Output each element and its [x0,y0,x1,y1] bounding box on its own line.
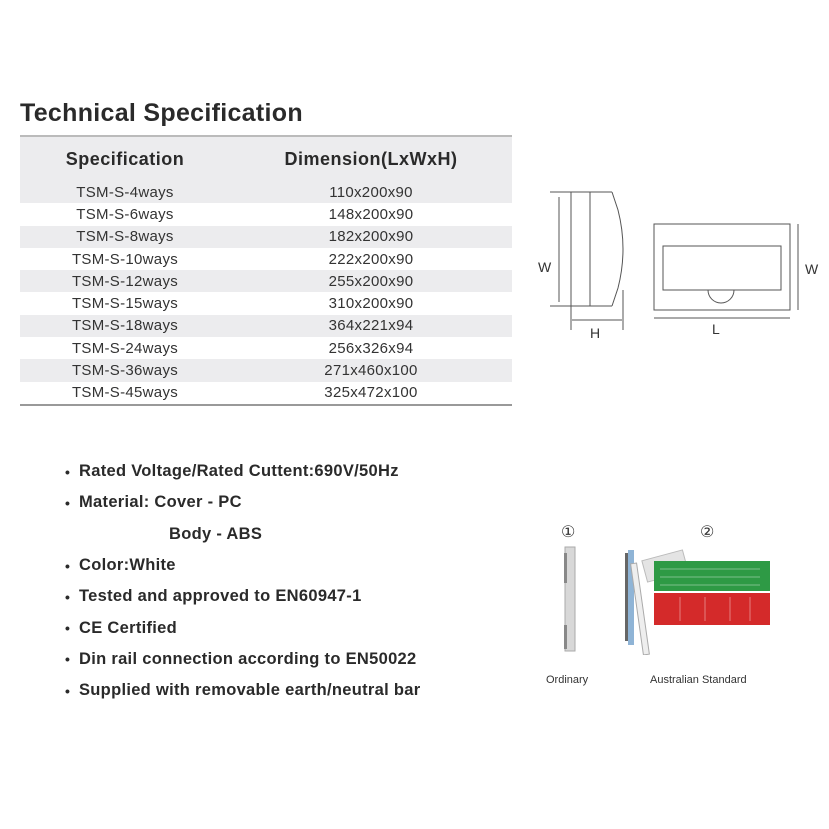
spec-cell: TSM-S-4ways [76,183,174,201]
dimension-cell: 256x326x94 [328,339,414,357]
feature-text: CE Certified [79,618,178,637]
side-h-label: H [590,325,600,340]
table-row: TSM-S-24ways 256x326x94 [20,337,512,359]
dimension-cell: 325x472x100 [324,384,418,402]
option2-number: ② [700,524,715,541]
dimension-cell: 110x200x90 [329,183,413,201]
feature-item: • Material: Cover - PC [65,493,242,512]
feature-item: • Tested and approved to EN60947-1 [65,587,362,606]
option2-caption: Australian Standard [650,674,747,686]
feature-item: • Color:White [65,556,176,575]
side-w-label: W [538,259,552,275]
spec-table: Specification Dimension(LxWxH) TSM-S-4wa… [20,135,512,406]
table-row: TSM-S-8ways 182x200x90 [20,225,512,248]
dimension-cell: 271x460x100 [324,362,418,380]
feature-text: Supplied with removable earth/neutral ba… [79,681,421,700]
spec-cell: TSM-S-24ways [71,339,179,357]
table-row: TSM-S-36ways 271x460x100 [20,359,512,382]
feature-item: Body - ABS [65,519,420,550]
table-row: TSM-S-15ways 310x200x90 [20,292,512,314]
table-row: TSM-S-10ways 222x200x90 [20,248,512,270]
feature-text: Tested and approved to EN60947-1 [79,587,362,606]
dimension-cell: 255x200x90 [328,272,414,290]
side-view-diagram: W H [538,191,624,340]
dimension-cell: 148x200x90 [328,205,414,223]
front-l-label: L [712,321,720,337]
spec-cell: TSM-S-8ways [76,228,174,246]
front-view-diagram: W L [653,223,819,337]
table-row: TSM-S-6ways 148x200x90 [20,203,512,225]
feature-item: • Supplied with removable earth/neutral b… [65,681,421,700]
table-row: TSM-S-45ways 325x472x100 [20,382,512,404]
feature-text: Color:White [79,556,176,575]
table-row: TSM-S-18ways 364x221x94 [20,314,512,338]
feature-item: • Rated Voltage/Rated Cuttent:690V/50Hz [65,462,399,481]
page-title: Technical Specification [20,99,303,127]
front-w-label: W [805,261,819,277]
header-specification: Specification [65,148,185,169]
spec-cell: TSM-S-10ways [71,250,179,268]
spec-cell: TSM-S-18ways [71,317,179,335]
ordinary-bar-image [564,546,576,652]
dimension-cell: 222x200x90 [328,250,414,268]
dimension-cell: 310x200x90 [328,295,414,313]
table-header: Specification Dimension(LxWxH) [20,137,512,181]
option1-number: ① [561,524,576,541]
feature-text: Body - ABS [169,524,263,543]
feature-text: Rated Voltage/Rated Cuttent:690V/50Hz [79,462,399,481]
table-row: TSM-S-12ways 255x200x90 [20,270,512,293]
spec-cell: TSM-S-15ways [71,295,179,313]
feature-text: Din rail connection according to EN50022 [79,649,417,668]
dimension-cell: 364x221x94 [328,317,414,335]
spec-cell: TSM-S-36ways [71,362,179,380]
feature-item: • Din rail connection according to EN5002… [65,649,417,668]
australian-standard-bar-image [625,549,770,655]
feature-item: • CE Certified [65,618,178,637]
option1-caption: Ordinary [546,674,589,686]
spec-cell: TSM-S-12ways [71,272,179,290]
header-dimension: Dimension(LxWxH) [284,148,458,169]
dimension-cell: 182x200x90 [328,228,414,246]
table-row: TSM-S-4ways 110x200x90 [20,181,512,204]
feature-text: Material: Cover - PC [79,493,242,512]
spec-cell: TSM-S-45ways [71,384,179,402]
spec-cell: TSM-S-6ways [76,205,174,223]
feature-list: • Rated Voltage/Rated Cuttent:690V/50Hz •… [65,456,420,706]
